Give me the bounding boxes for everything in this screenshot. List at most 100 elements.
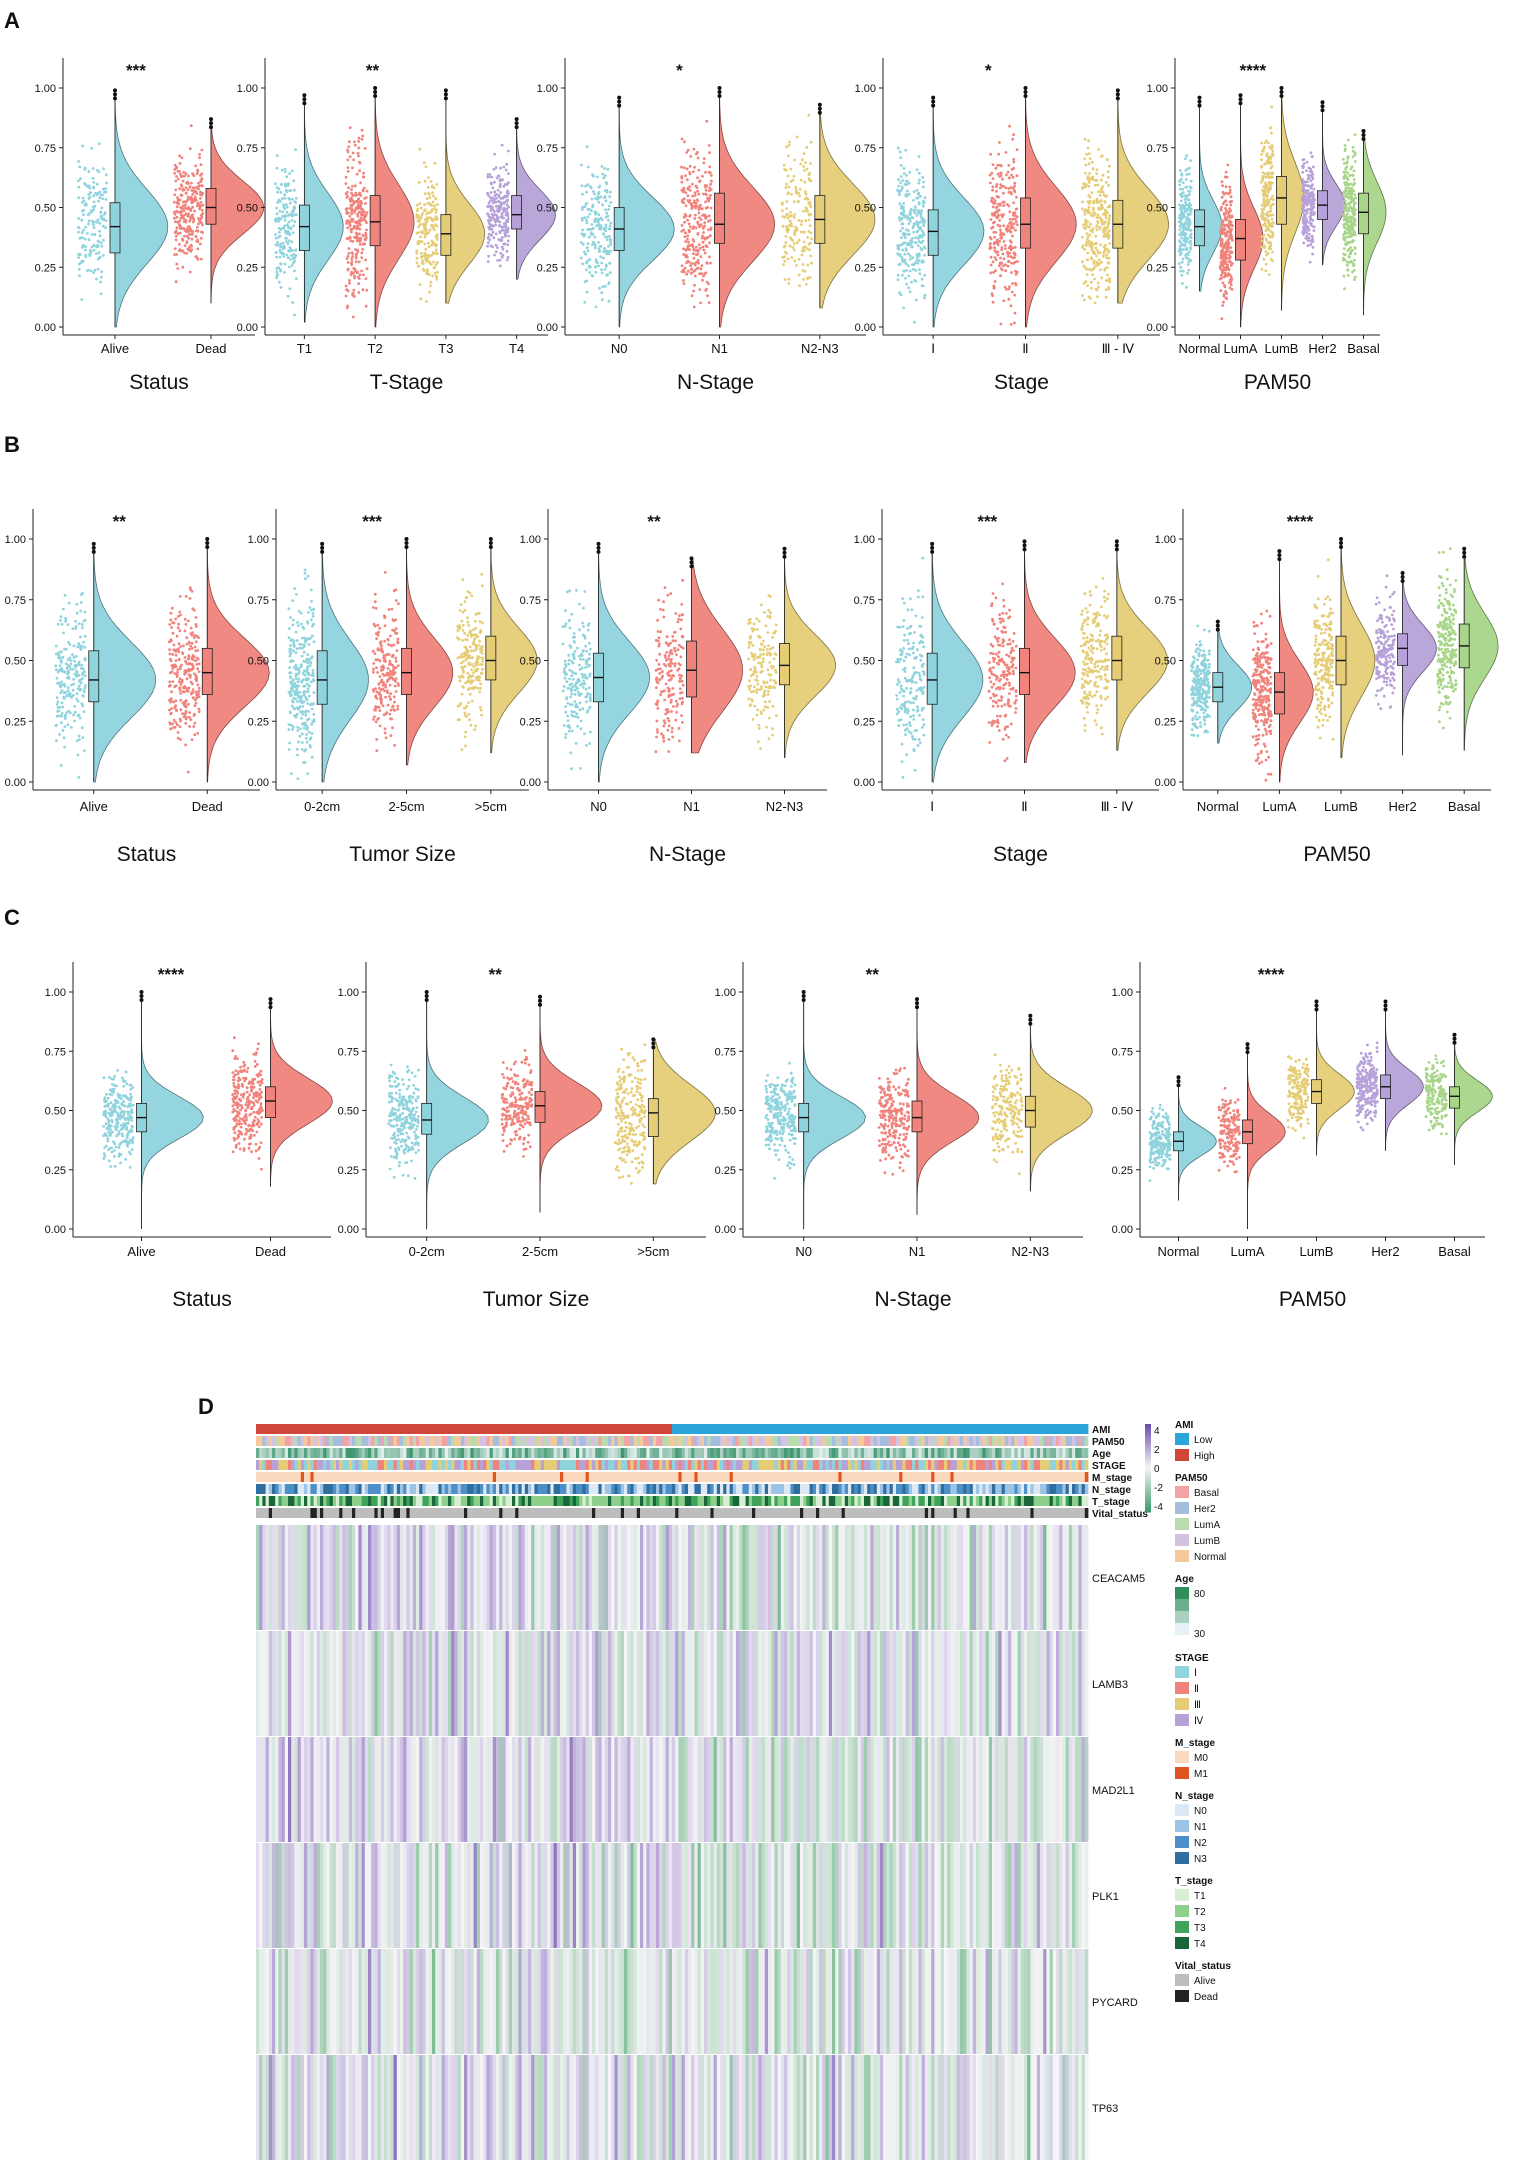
data-point bbox=[911, 216, 915, 220]
data-point bbox=[586, 249, 590, 253]
data-point bbox=[351, 185, 354, 188]
data-point bbox=[789, 211, 792, 214]
data-point bbox=[999, 228, 1002, 232]
data-point bbox=[507, 227, 510, 230]
data-point bbox=[184, 715, 188, 719]
data-point bbox=[389, 662, 392, 665]
data-point bbox=[494, 200, 497, 204]
data-point bbox=[288, 287, 292, 291]
data-point bbox=[288, 627, 291, 630]
significance-label: * bbox=[985, 61, 992, 80]
x-tick-label: T3 bbox=[438, 341, 453, 356]
data-point bbox=[59, 667, 63, 671]
data-point bbox=[1008, 221, 1011, 225]
data-point bbox=[178, 161, 182, 165]
data-point bbox=[595, 175, 599, 179]
data-point bbox=[179, 206, 182, 209]
data-point bbox=[346, 158, 350, 162]
data-point bbox=[179, 193, 183, 197]
data-point bbox=[69, 667, 73, 671]
data-point bbox=[1348, 228, 1352, 232]
data-point bbox=[174, 229, 178, 233]
data-point bbox=[690, 267, 694, 271]
data-point bbox=[1181, 269, 1185, 273]
data-point bbox=[364, 304, 368, 308]
data-point bbox=[1011, 137, 1014, 141]
data-point bbox=[784, 250, 787, 254]
data-point bbox=[1220, 223, 1224, 226]
data-point bbox=[178, 223, 181, 227]
data-point bbox=[171, 653, 175, 656]
data-point bbox=[59, 650, 63, 653]
data-point bbox=[502, 210, 506, 213]
data-point bbox=[495, 209, 499, 213]
data-point bbox=[1004, 151, 1008, 154]
data-point bbox=[61, 729, 65, 732]
data-point bbox=[431, 191, 434, 195]
data-point bbox=[1106, 231, 1110, 235]
data-point bbox=[597, 250, 601, 253]
jitter-points bbox=[371, 571, 400, 753]
data-point bbox=[293, 259, 296, 263]
data-point bbox=[71, 693, 75, 697]
data-point bbox=[194, 164, 198, 168]
data-point bbox=[353, 235, 356, 239]
data-point bbox=[694, 184, 698, 188]
data-point bbox=[1264, 237, 1268, 241]
data-point bbox=[191, 172, 195, 176]
data-point bbox=[782, 263, 785, 266]
data-point bbox=[296, 777, 300, 781]
data-point bbox=[1311, 183, 1314, 187]
data-point bbox=[1093, 301, 1097, 305]
data-point bbox=[288, 654, 292, 658]
data-point bbox=[286, 294, 290, 298]
data-point bbox=[907, 222, 911, 226]
data-point bbox=[91, 205, 95, 209]
data-point bbox=[1228, 188, 1232, 192]
data-point bbox=[180, 156, 184, 160]
data-point bbox=[75, 670, 79, 674]
data-point bbox=[1186, 223, 1190, 227]
data-point bbox=[191, 696, 195, 699]
outlier-point bbox=[514, 121, 519, 126]
data-point bbox=[694, 249, 698, 253]
data-point bbox=[59, 684, 63, 687]
data-point bbox=[706, 235, 710, 239]
data-point bbox=[178, 248, 182, 252]
data-point bbox=[1224, 218, 1228, 222]
data-point bbox=[300, 636, 304, 640]
data-point bbox=[282, 252, 286, 256]
data-point bbox=[277, 230, 281, 234]
data-point bbox=[597, 241, 600, 244]
data-point bbox=[1230, 200, 1233, 203]
data-point bbox=[171, 680, 175, 683]
data-point bbox=[903, 232, 907, 236]
data-point bbox=[175, 253, 179, 256]
data-point bbox=[275, 217, 279, 221]
data-point bbox=[67, 601, 71, 605]
data-point bbox=[298, 642, 302, 646]
data-point bbox=[420, 230, 423, 234]
data-point bbox=[96, 244, 99, 247]
data-point bbox=[178, 198, 182, 202]
data-point bbox=[290, 688, 294, 692]
data-point bbox=[283, 207, 287, 211]
data-point bbox=[1088, 211, 1092, 215]
data-point bbox=[903, 252, 907, 256]
data-point bbox=[345, 222, 349, 225]
data-point bbox=[1225, 243, 1229, 247]
data-point bbox=[1007, 255, 1010, 258]
data-point bbox=[347, 140, 351, 144]
data-point bbox=[394, 677, 398, 680]
outlier-point bbox=[514, 125, 519, 130]
data-point bbox=[505, 162, 509, 166]
data-point bbox=[312, 640, 316, 644]
data-point bbox=[305, 670, 309, 674]
data-point bbox=[1344, 232, 1347, 235]
data-point bbox=[295, 684, 299, 687]
jitter-points bbox=[287, 568, 316, 781]
data-point bbox=[504, 168, 508, 172]
data-point bbox=[499, 201, 503, 205]
data-point bbox=[908, 219, 912, 223]
data-point bbox=[915, 196, 919, 200]
